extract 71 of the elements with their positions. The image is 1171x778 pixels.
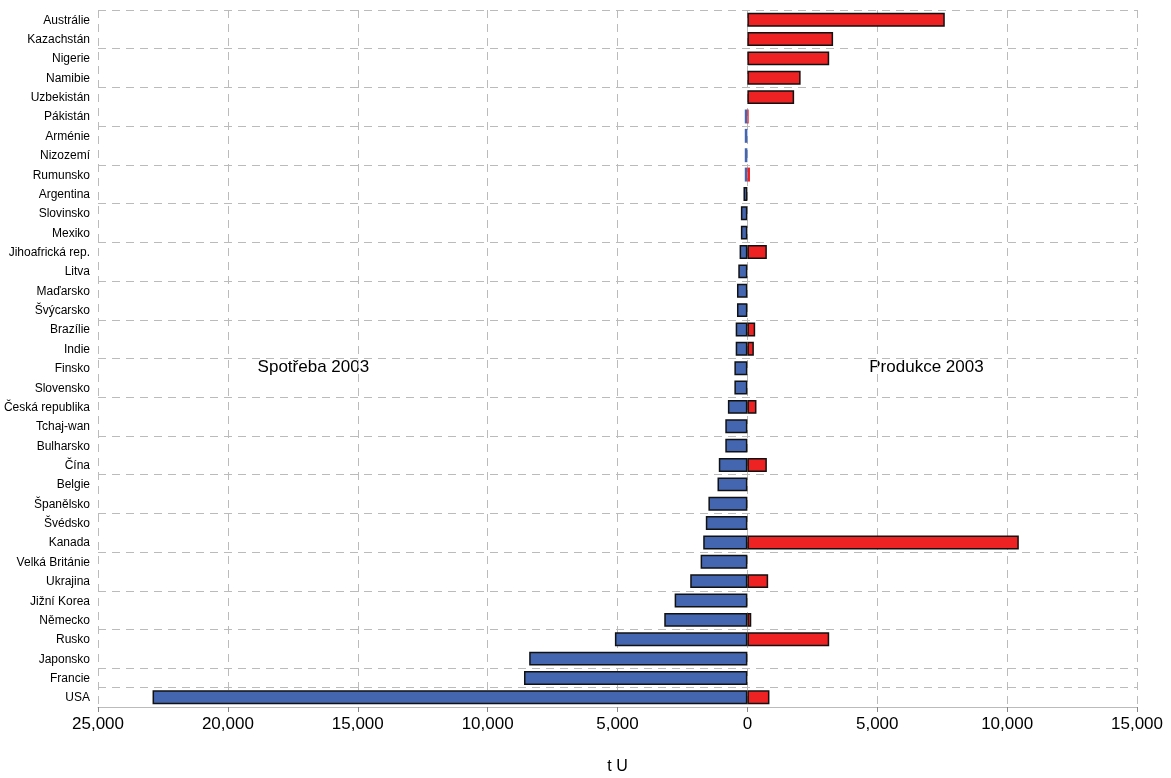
y-tick-label: Austrálie bbox=[43, 12, 91, 27]
y-tick-label: Německo bbox=[39, 612, 91, 627]
x-tick-label: 15,000 bbox=[1111, 714, 1163, 733]
bar bbox=[736, 283, 748, 298]
bar bbox=[747, 70, 801, 85]
bar bbox=[747, 51, 830, 66]
y-tick-label: Španělsko bbox=[33, 495, 91, 511]
y-tick-label: Nizozemí bbox=[39, 148, 91, 163]
y-tick-label: Čína bbox=[64, 456, 91, 472]
bar bbox=[740, 225, 748, 240]
bar bbox=[743, 186, 748, 201]
bar bbox=[705, 516, 748, 531]
x-tick-label: 10,000 bbox=[461, 714, 514, 733]
text: Spotřeba 2003 bbox=[257, 356, 370, 376]
y-tick-label: Jihoafrická rep. bbox=[8, 245, 90, 260]
x-tick-label: 25,000 bbox=[72, 714, 124, 733]
bar bbox=[674, 593, 748, 608]
y-tick-label: Rusko bbox=[55, 632, 91, 647]
y-tick-label: Rumunsko bbox=[32, 167, 91, 182]
y-tick-label: Indie bbox=[63, 341, 91, 356]
y-tick-label: Česká republika bbox=[3, 398, 91, 414]
y-tick-label: Argentina bbox=[38, 186, 91, 201]
y-tick-label: USA bbox=[65, 690, 90, 705]
y-tick-label: Brazílie bbox=[49, 322, 91, 337]
y-tick-label: Kanada bbox=[48, 535, 91, 550]
x-tick-label: 0 bbox=[742, 714, 753, 733]
bar bbox=[747, 12, 945, 27]
y-tick-label: Švýcarsko bbox=[34, 302, 91, 318]
y-tick-label: Nigerie bbox=[51, 51, 91, 66]
x-tick-label: 10,000 bbox=[981, 714, 1034, 733]
y-tick-label: Belgie bbox=[56, 477, 91, 492]
bar bbox=[747, 32, 834, 47]
y-tick-label: Japonsko bbox=[38, 651, 91, 666]
bar bbox=[529, 651, 748, 666]
y-tick-label: Maďarsko bbox=[36, 283, 91, 298]
bar bbox=[736, 303, 748, 318]
bar bbox=[734, 380, 748, 395]
y-tick-label: Slovinsko bbox=[38, 206, 91, 221]
y-tick-label: Pákistán bbox=[43, 109, 90, 124]
y-tick-label: Ukrajina bbox=[45, 574, 91, 589]
bar bbox=[717, 477, 748, 492]
bar bbox=[738, 264, 748, 279]
x-tick-label: 20,000 bbox=[201, 714, 254, 733]
y-tick-label: Kazachstán bbox=[27, 32, 90, 47]
y-tick-label: Litva bbox=[64, 264, 91, 279]
bar bbox=[700, 554, 748, 569]
y-tick-label: Arménie bbox=[45, 128, 91, 143]
bar bbox=[708, 496, 748, 511]
bar bbox=[725, 438, 748, 453]
x-tick-label: 5,000 bbox=[855, 714, 899, 733]
y-tick-label: Namibie bbox=[45, 70, 91, 85]
bar bbox=[523, 670, 748, 685]
y-tick-label: Francie bbox=[49, 670, 91, 685]
bar bbox=[664, 612, 748, 627]
y-tick-label: Tchaj-wan bbox=[35, 419, 90, 434]
x-axis-title: t U bbox=[607, 756, 628, 774]
x-tick-label: 5,000 bbox=[596, 714, 639, 733]
bar bbox=[725, 419, 748, 434]
y-tick-label: Velká Británie bbox=[16, 554, 91, 569]
y-tick-label: Bulharsko bbox=[36, 438, 91, 453]
x-tick-label: 15,000 bbox=[331, 714, 384, 733]
text: Produkce 2003 bbox=[869, 356, 984, 376]
y-tick-label: Finsko bbox=[54, 361, 91, 376]
y-tick-label: Slovensko bbox=[34, 380, 91, 395]
y-tick-label: Švédsko bbox=[43, 515, 91, 531]
bar bbox=[747, 90, 795, 105]
bar bbox=[734, 361, 748, 376]
y-tick-label: Jižní Korea bbox=[29, 593, 91, 608]
y-tick-label: Uzbekistán bbox=[30, 90, 90, 105]
bar bbox=[740, 206, 748, 221]
y-tick-label: Mexiko bbox=[51, 225, 91, 240]
